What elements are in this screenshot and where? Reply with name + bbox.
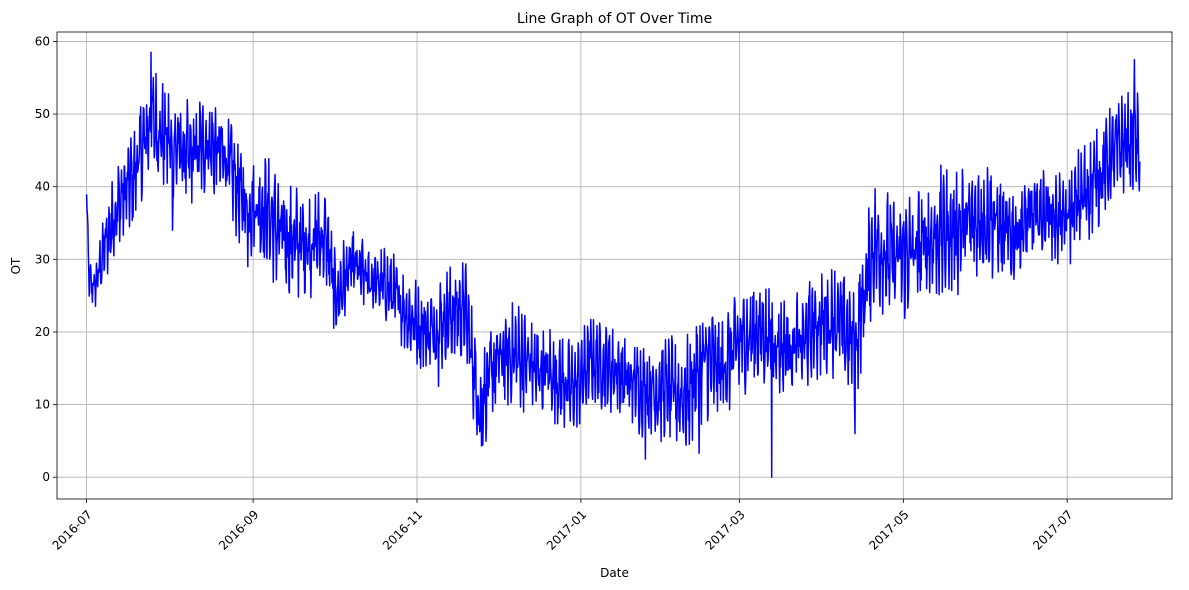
x-tick-label: 2017-03 xyxy=(702,507,747,552)
x-tick-label: 2016-09 xyxy=(216,507,261,552)
x-tick-label: 2017-05 xyxy=(866,507,911,552)
chart-title: Line Graph of OT Over Time xyxy=(517,11,712,27)
y-axis-title: OT xyxy=(9,257,23,274)
y-tick-label: 60 xyxy=(35,34,50,48)
x-tick-label: 2016-11 xyxy=(380,507,425,552)
y-tick-label: 50 xyxy=(35,107,50,121)
y-tick-label: 40 xyxy=(35,180,50,194)
x-tick-label: 2016-07 xyxy=(50,507,95,552)
y-tick-label: 30 xyxy=(35,252,50,266)
x-axis-ticks: 2016-07 2016-09 2016-11 2017-01 2017-03 2017-… xyxy=(50,499,1076,553)
x-tick-label: 2017-01 xyxy=(544,507,589,552)
y-tick-label: 10 xyxy=(35,398,50,412)
x-tick-label: 2017-07 xyxy=(1030,507,1075,552)
x-gridlines xyxy=(86,32,1068,499)
y-axis-ticks: 0 10 20 30 40 50 60 xyxy=(35,34,57,484)
y-tick-label: 0 xyxy=(42,470,50,484)
plot-frame xyxy=(56,31,1173,500)
y-tick-label: 20 xyxy=(35,325,50,339)
ot-series-line xyxy=(85,51,1141,478)
x-axis-title: Date xyxy=(600,566,629,580)
